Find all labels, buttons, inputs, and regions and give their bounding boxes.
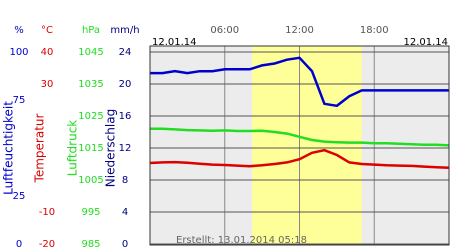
y-tick-label: 0 xyxy=(16,239,22,250)
y-tick-label: 20 xyxy=(119,79,132,90)
y-tick-label: 0 xyxy=(122,239,128,250)
y-tick-label: 1005 xyxy=(78,175,103,186)
y-tick-label: -20 xyxy=(39,239,55,250)
axis-label: Niederschlag xyxy=(104,109,118,187)
y-tick-label: 995 xyxy=(81,207,100,218)
y-tick-label: 1035 xyxy=(78,79,103,90)
axis-label: Luftdruck xyxy=(66,120,80,177)
y-tick-label: 25 xyxy=(13,191,26,202)
x-tick-label: 06:00 xyxy=(210,25,239,36)
date-left: 12.01.14 xyxy=(152,37,197,48)
y-tick-label: 1015 xyxy=(78,143,103,154)
axis-unit: hPa xyxy=(82,25,100,36)
y-tick-label: 75 xyxy=(13,95,26,106)
x-tick-label: 12:00 xyxy=(285,25,314,36)
y-tick-label: 1025 xyxy=(78,111,103,122)
y-tick-label: 12 xyxy=(119,143,132,154)
y-tick-label: 100 xyxy=(9,47,28,58)
series-line xyxy=(149,148,450,170)
y-tick-label: 4 xyxy=(122,207,128,218)
y-tick-label: 30 xyxy=(41,79,54,90)
axis-unit: mm/h xyxy=(110,25,139,36)
date-right: 12.01.14 xyxy=(403,37,448,48)
y-tick-label: 16 xyxy=(119,111,132,122)
axis-unit: °C xyxy=(41,25,53,36)
y-tick-label: -10 xyxy=(39,207,55,218)
y-tick-label: 985 xyxy=(81,239,100,250)
y-tick-label: 1045 xyxy=(78,47,103,58)
y-tick-label: 24 xyxy=(119,47,132,58)
plot-border xyxy=(149,45,450,246)
series-line xyxy=(150,56,449,108)
y-tick-label: 8 xyxy=(122,175,128,186)
axis-label: Luftfeuchtigkeit xyxy=(2,101,16,195)
daylight-band xyxy=(252,46,362,245)
axis-unit: % xyxy=(14,25,24,36)
footer: Erstellt: 13.01.2014 05:18 xyxy=(176,235,307,246)
series-line xyxy=(150,127,450,147)
y-tick-label: 40 xyxy=(41,47,54,58)
x-tick-label: 18:00 xyxy=(360,25,389,36)
axis-label: Temperatur xyxy=(33,113,47,183)
